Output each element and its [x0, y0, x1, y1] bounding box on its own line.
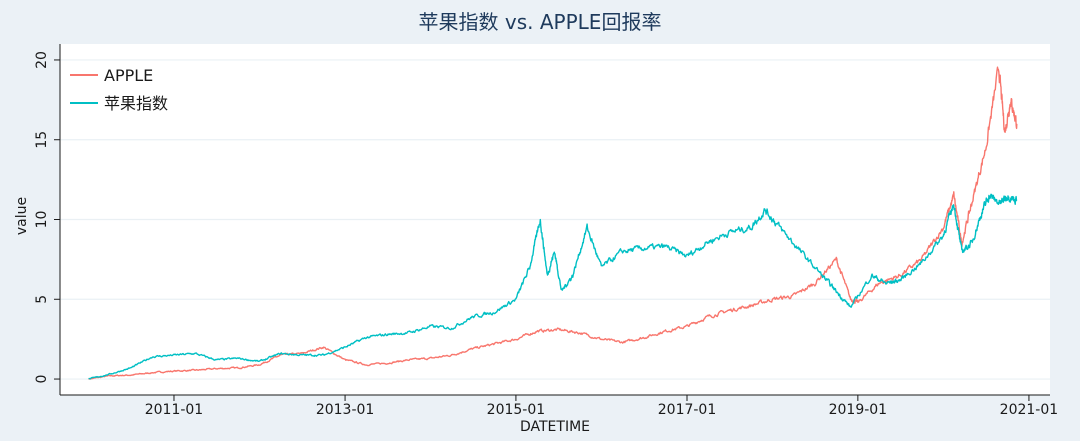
series-line-apple: [88, 66, 1018, 380]
legend: APPLE 苹果指数: [70, 66, 168, 113]
series-layer: [88, 66, 1018, 380]
x-tick-label: 2015-01: [487, 402, 546, 418]
x-axis-title: DATETIME: [520, 419, 590, 435]
y-tick-label: 0: [34, 375, 50, 384]
x-tick-label: 2021-01: [1000, 402, 1059, 418]
legend-label: APPLE: [104, 66, 153, 85]
y-tick-label: 20: [34, 51, 50, 69]
y-tick-label: 15: [34, 131, 50, 149]
x-tick-label: 2013-01: [316, 402, 375, 418]
y-tick-label: 5: [34, 295, 50, 304]
series-line-apple-index: [88, 193, 1018, 380]
x-tick-label: 2017-01: [658, 402, 717, 418]
grid-lines: [60, 59, 1050, 380]
y-axis-title: value: [14, 197, 30, 235]
y-tick-label: 10: [34, 211, 50, 229]
x-tick-label: 2011-01: [145, 402, 204, 418]
legend-label: 苹果指数: [104, 94, 168, 113]
axes: 0 5 10 15 20 2011-01 2013-01 2015-01 2017-01 2019…: [34, 44, 1058, 418]
x-tick-label: 2019-01: [829, 402, 888, 418]
chart-title: 苹果指数 vs. APPLE回报率: [418, 10, 662, 34]
